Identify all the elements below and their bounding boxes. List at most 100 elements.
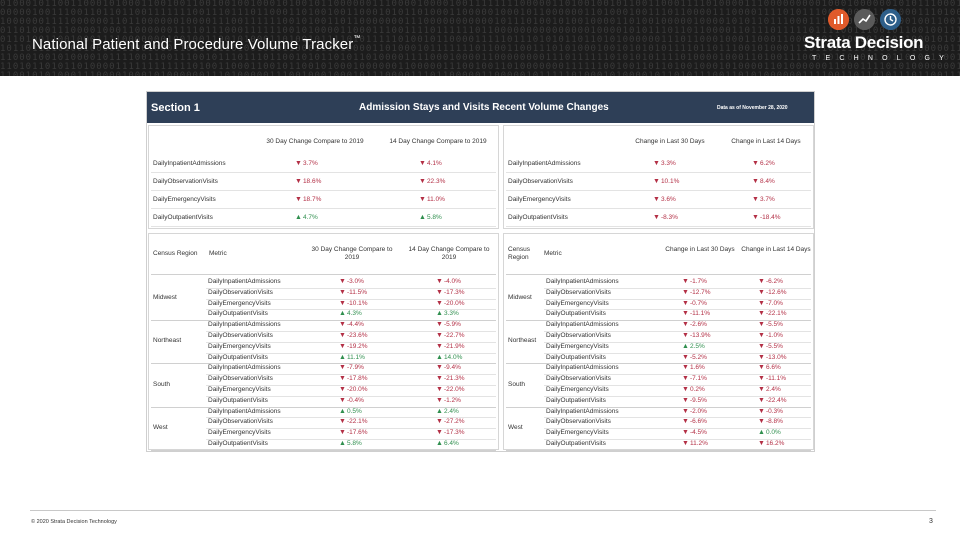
value-text: -19.2%	[346, 342, 368, 350]
value-text: -11.1%	[689, 310, 711, 318]
metric-label: DailyInpatientAdmissions	[153, 160, 226, 167]
change-value-2: ▼6.2%	[752, 160, 775, 167]
row-divider	[151, 208, 496, 209]
value-text: -5.5%	[765, 321, 783, 329]
brand-tagline: TECHNOLOGY	[812, 55, 954, 62]
value-text: 5.8%	[426, 214, 442, 221]
value-text: -20.0%	[443, 299, 465, 307]
value-text: -0.3%	[765, 407, 783, 415]
metric-label: DailyEmergencyVisits	[546, 429, 609, 437]
down-arrow-icon: ▼	[436, 342, 443, 350]
row-divider	[151, 190, 496, 191]
down-arrow-icon: ▼	[682, 288, 689, 296]
up-arrow-icon: ▲	[339, 440, 346, 447]
metric-label: DailyInpatientAdmissions	[546, 321, 619, 329]
row-divider	[206, 352, 496, 354]
col-header-30-day-vs-2019: 30 Day Change Compare to 2019	[311, 246, 393, 261]
col-header-30-day-vs-2019: 30 Day Change Compare to 2019	[266, 138, 364, 145]
change-value-1: ▼-4.4%	[339, 321, 364, 328]
dashboard-title: Admission Stays and Visits Recent Volume…	[359, 102, 609, 113]
value-text: -9.5%	[689, 396, 707, 404]
metric-label: DailyInpatientAdmissions	[508, 160, 581, 167]
region-divider	[506, 449, 811, 451]
change-value-1: ▼-5.2%	[682, 354, 707, 361]
down-arrow-icon: ▼	[758, 310, 765, 318]
row-divider	[544, 428, 811, 430]
down-arrow-icon: ▼	[758, 321, 765, 329]
down-arrow-icon: ▼	[436, 375, 443, 383]
row-divider	[206, 385, 496, 386]
value-text: 11.0%	[426, 196, 445, 203]
value-text: -21.3%	[443, 375, 465, 383]
trademark-mark: ™	[353, 35, 361, 42]
down-arrow-icon: ▼	[339, 396, 346, 404]
change-value-2: ▼8.4%	[752, 178, 775, 185]
value-text: 4.3%	[346, 310, 362, 318]
change-value-2: ▼-5.5%	[758, 321, 783, 328]
down-arrow-icon: ▼	[653, 160, 660, 167]
row-divider	[544, 395, 811, 397]
up-arrow-icon: ▲	[436, 353, 443, 361]
change-value-2: ▲2.4%	[436, 408, 459, 415]
metric-label: DailyObservationVisits	[546, 288, 611, 296]
down-arrow-icon: ▼	[682, 429, 689, 437]
change-value-1: ▼3.3%	[653, 160, 676, 167]
change-value-2: ▼-1.2%	[436, 397, 461, 404]
down-arrow-icon: ▼	[752, 214, 759, 221]
metric-label: DailyOutpatientVisits	[546, 353, 606, 361]
col-header-14-day-vs-2019: 14 Day Change Compare to 2019	[408, 246, 490, 261]
metric-label: DailyEmergencyVisits	[153, 196, 216, 203]
change-value-2: ▼2.4%	[758, 386, 781, 393]
change-value-2: ▼-27.2%	[436, 418, 465, 425]
value-text: -6.2%	[765, 278, 783, 285]
row-divider	[151, 226, 496, 227]
down-arrow-icon: ▼	[682, 353, 689, 361]
value-text: -17.8%	[346, 375, 368, 383]
metric-label: DailyInpatientAdmissions	[546, 364, 619, 372]
row-divider	[206, 341, 496, 343]
down-arrow-icon: ▼	[682, 418, 689, 426]
change-value-1: ▼-2.0%	[682, 408, 707, 415]
change-value-1: ▼-8.3%	[653, 214, 678, 221]
value-text: -22.0%	[443, 386, 465, 393]
dashboard: Section 1 Admission Stays and Visits Rec…	[146, 91, 815, 452]
change-value-1: ▼-17.8%	[339, 375, 368, 382]
down-arrow-icon: ▼	[752, 160, 759, 167]
metric-label: DailyOutpatientVisits	[208, 353, 268, 361]
value-text: -11.5%	[346, 288, 368, 296]
row-divider	[206, 395, 496, 397]
metric-label: DailyOutpatientVisits	[546, 440, 606, 447]
metric-label: DailyInpatientAdmissions	[208, 278, 281, 285]
metric-label: DailyObservationVisits	[208, 418, 273, 426]
value-text: 6.4%	[443, 440, 459, 447]
row-divider	[544, 298, 811, 300]
change-value-2: ▼4.1%	[419, 160, 442, 167]
down-arrow-icon: ▼	[436, 321, 443, 329]
metric-label: DailyOutpatientVisits	[508, 214, 568, 221]
panel-national-recent-change: Change in Last 30 Days Change in Last 14…	[503, 125, 814, 229]
down-arrow-icon: ▼	[436, 278, 443, 285]
value-text: -5.5%	[765, 342, 783, 350]
up-arrow-icon: ▲	[682, 342, 689, 350]
down-arrow-icon: ▼	[436, 299, 443, 307]
change-value-1: ▼-0.7%	[682, 300, 707, 307]
value-text: 0.5%	[346, 407, 362, 415]
section-label: Section 1	[151, 102, 200, 114]
change-value-2: ▼-12.6%	[758, 289, 787, 296]
metric-label: DailyEmergencyVisits	[208, 299, 271, 307]
panel-region-recent-change: Census Region Metric Change in Last 30 D…	[503, 233, 814, 451]
change-value-1: ▼1.6%	[682, 364, 705, 371]
col-header-census-region: Census Region	[153, 250, 198, 257]
change-value-1: ▼-2.6%	[682, 321, 707, 328]
change-value-1: ▲4.3%	[339, 310, 362, 317]
value-text: -7.9%	[346, 364, 364, 372]
value-text: 3.7%	[302, 160, 318, 167]
change-value-2: ▼-6.2%	[758, 278, 783, 285]
metric-label: DailyInpatientAdmissions	[546, 407, 619, 415]
down-arrow-icon: ▼	[419, 160, 426, 167]
region-label: South	[153, 380, 170, 388]
metric-label: DailyObservationVisits	[546, 332, 611, 339]
value-text: -8.3%	[660, 214, 678, 221]
down-arrow-icon: ▼	[653, 196, 660, 203]
